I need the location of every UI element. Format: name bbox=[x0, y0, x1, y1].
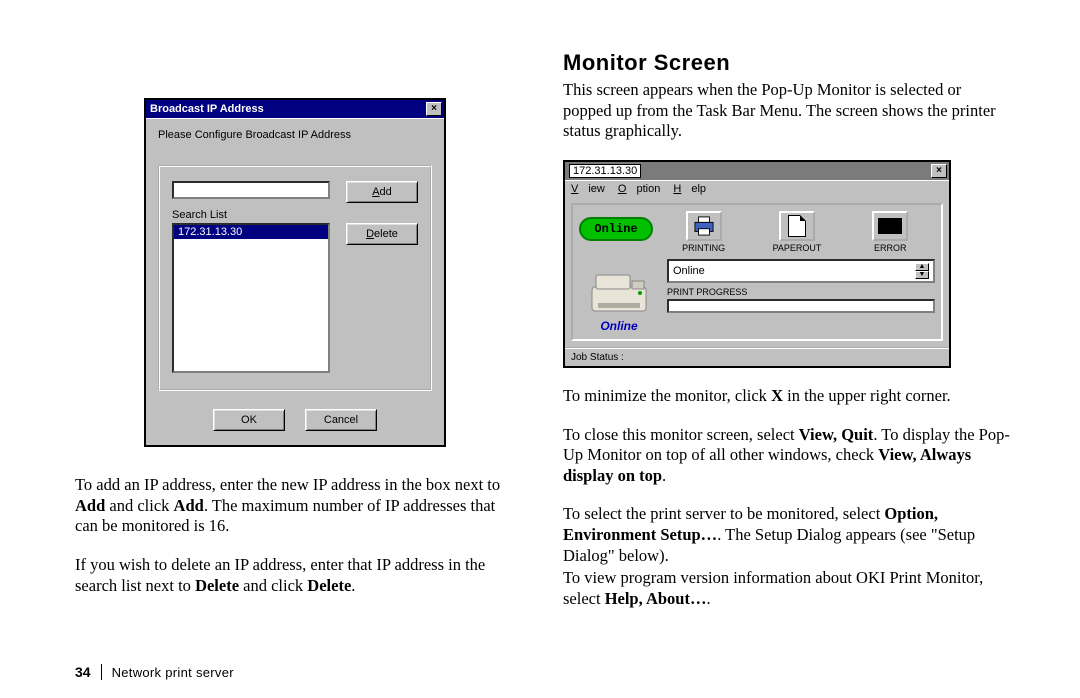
ok-button[interactable]: OK bbox=[213, 409, 285, 431]
online-status-pill: Online bbox=[579, 217, 653, 241]
cancel-button[interactable]: Cancel bbox=[305, 409, 377, 431]
body-paragraph: To select the print server to be monitor… bbox=[563, 504, 1013, 566]
monitor-titlebar: 172.31.13.30 × bbox=[565, 162, 949, 180]
page-number: 34 bbox=[75, 664, 91, 680]
paperout-status: PAPEROUT bbox=[764, 211, 830, 253]
body-paragraph: This screen appears when the Pop-Up Moni… bbox=[563, 80, 1013, 142]
paper-icon bbox=[779, 211, 815, 241]
broadcast-ip-dialog: Broadcast IP Address × Please Configure … bbox=[144, 98, 446, 447]
body-paragraph: To add an IP address, enter the new IP a… bbox=[75, 475, 515, 537]
printing-status: PRINTING bbox=[671, 211, 737, 253]
menubar: View Option Help bbox=[565, 180, 949, 197]
dialog-instruction: Please Configure Broadcast IP Address bbox=[158, 129, 432, 141]
error-icon bbox=[872, 211, 908, 241]
menu-option[interactable]: Option bbox=[618, 183, 660, 195]
printer-icon bbox=[686, 211, 722, 241]
section-heading: Monitor Screen bbox=[563, 50, 1013, 76]
body-paragraph: To view program version information abou… bbox=[563, 568, 1013, 609]
manual-page: Broadcast IP Address × Please Configure … bbox=[0, 0, 1080, 658]
body-paragraph: If you wish to delete an IP address, ent… bbox=[75, 555, 515, 596]
progress-label: PRINT PROGRESS bbox=[667, 287, 935, 297]
close-icon[interactable]: × bbox=[931, 164, 947, 178]
monitor-window: 172.31.13.30 × View Option Help Online bbox=[563, 160, 951, 368]
monitor-title-ip: 172.31.13.30 bbox=[569, 164, 641, 178]
job-status-bar: Job Status : bbox=[565, 347, 949, 366]
ip-input[interactable] bbox=[172, 181, 330, 199]
error-status: ERROR bbox=[857, 211, 923, 253]
footer-separator bbox=[101, 664, 102, 680]
delete-button[interactable]: Delete bbox=[346, 223, 418, 245]
search-list-label: Search List bbox=[172, 209, 418, 221]
close-icon[interactable]: × bbox=[426, 102, 442, 116]
menu-help[interactable]: Help bbox=[673, 183, 706, 195]
menu-view[interactable]: View bbox=[571, 183, 605, 195]
page-footer: 34 Network print server bbox=[75, 664, 234, 680]
body-paragraph: To minimize the monitor, click X in the … bbox=[563, 386, 1013, 407]
body-paragraph: To close this monitor screen, select Vie… bbox=[563, 425, 1013, 487]
printer-illustration: Online bbox=[579, 259, 659, 333]
status-field: Online ▲▼ bbox=[667, 259, 935, 283]
left-column: Broadcast IP Address × Please Configure … bbox=[75, 50, 515, 628]
dialog-title: Broadcast IP Address bbox=[150, 103, 264, 115]
right-column: Monitor Screen This screen appears when … bbox=[563, 50, 1013, 628]
add-button[interactable]: Add bbox=[346, 181, 418, 203]
printer-brand-label: Online bbox=[600, 319, 637, 333]
footer-title: Network print server bbox=[112, 665, 234, 680]
spinner-icon[interactable]: ▲▼ bbox=[915, 263, 929, 279]
dialog-titlebar: Broadcast IP Address × bbox=[146, 100, 444, 118]
list-item[interactable]: 172.31.13.30 bbox=[174, 225, 328, 239]
progress-bar bbox=[667, 299, 935, 313]
search-list[interactable]: 172.31.13.30 bbox=[172, 223, 330, 373]
dialog-body: Please Configure Broadcast IP Address Ad… bbox=[146, 118, 444, 445]
